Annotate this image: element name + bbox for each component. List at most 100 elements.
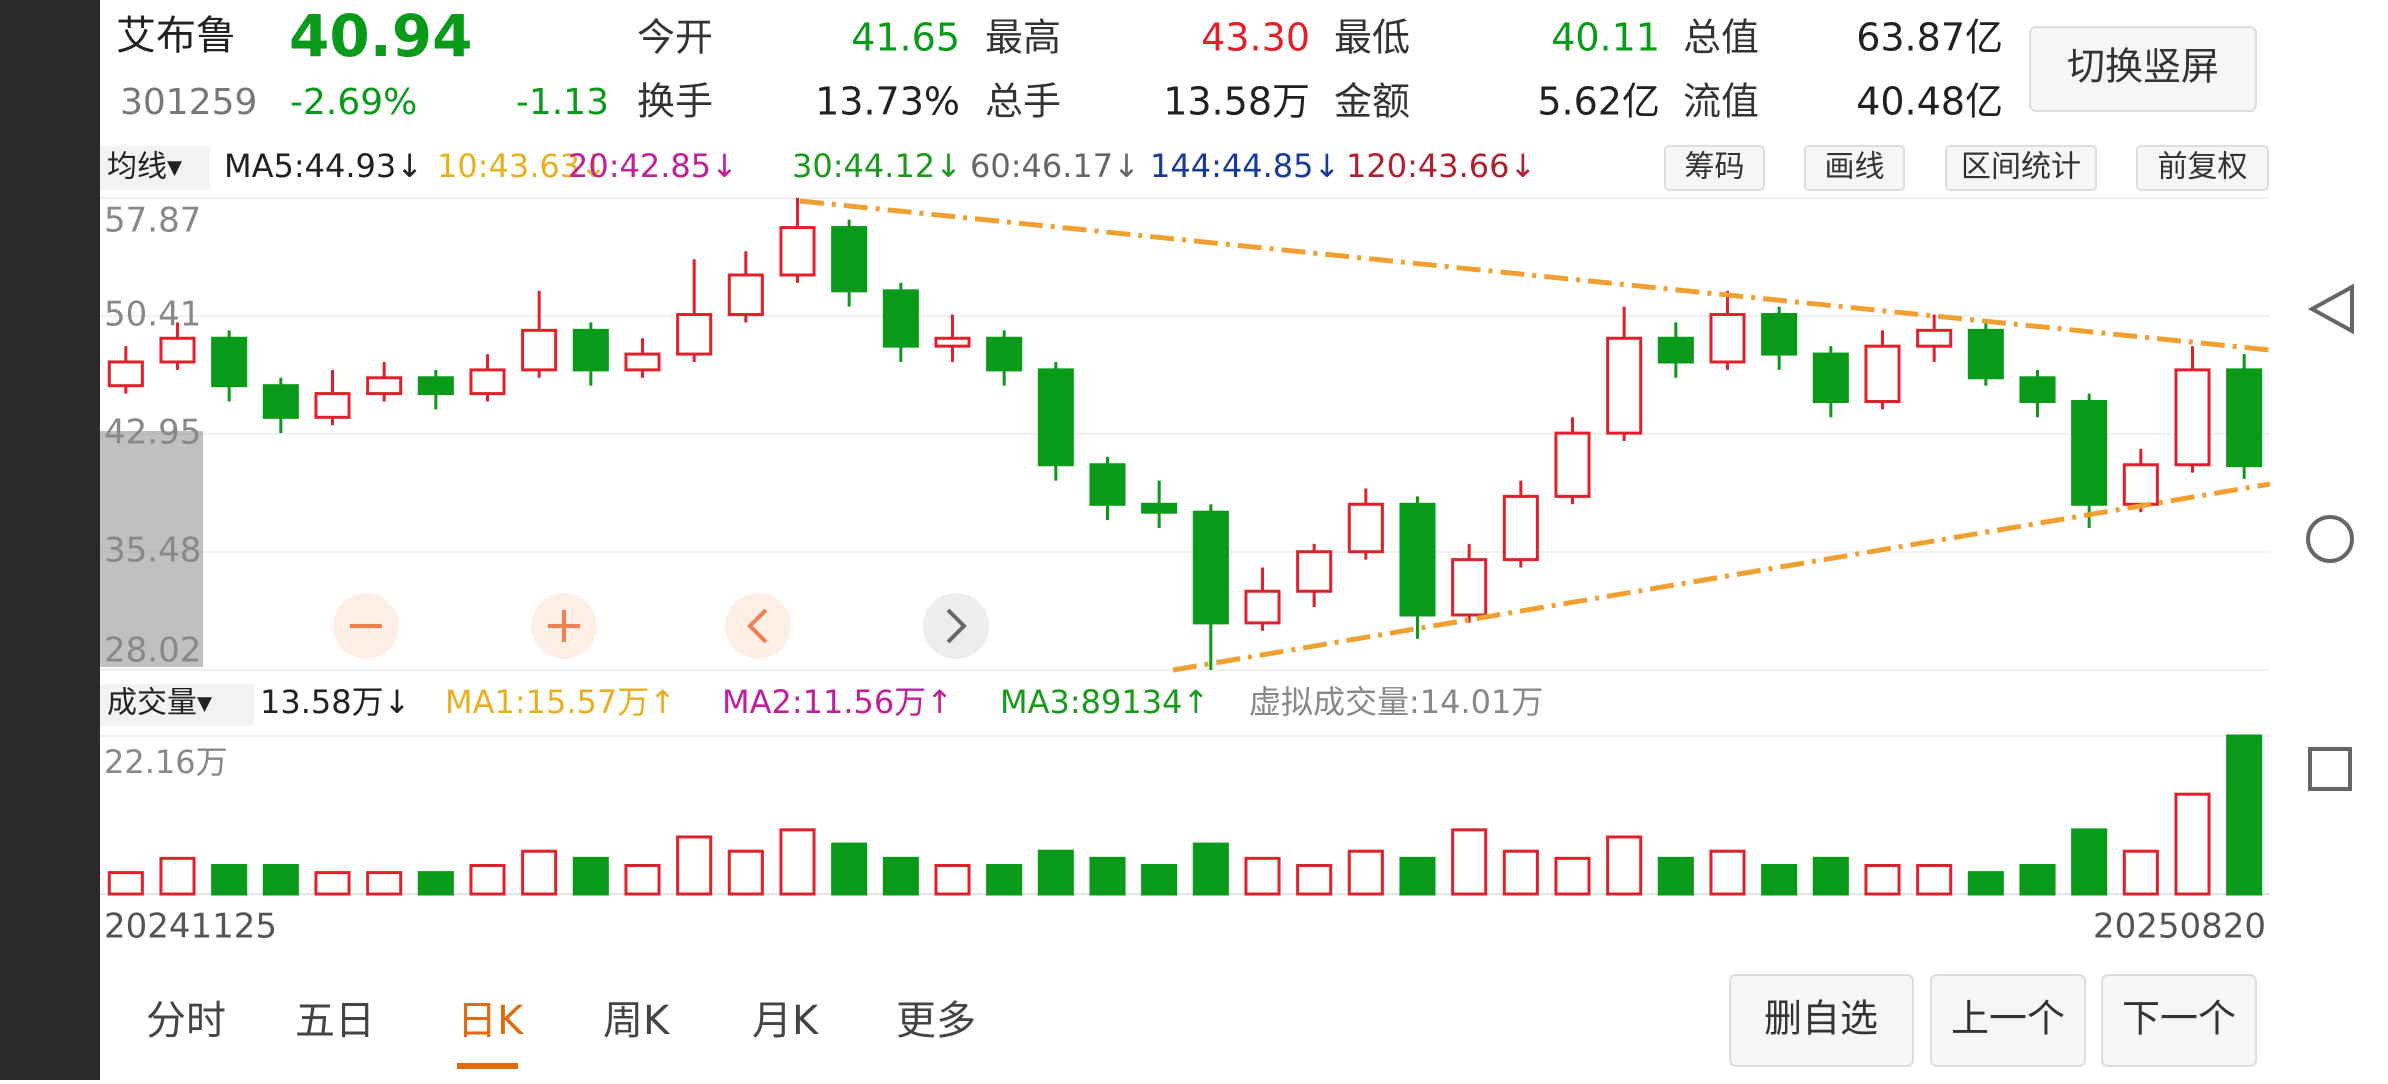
pan-right[interactable]: [923, 593, 989, 659]
candle-body: [1037, 368, 1074, 467]
nav-home[interactable]: [2306, 515, 2354, 563]
volume-bar: [107, 871, 144, 896]
tab[interactable]: 周K: [603, 998, 671, 1044]
label: 流值: [1683, 80, 1759, 124]
candle-body: [1606, 336, 1643, 435]
volume-bar: [1657, 856, 1694, 896]
nav-bar: [2270, 0, 2388, 1080]
candle-body: [107, 360, 144, 388]
volume-bar: [1502, 849, 1539, 896]
volume-bar: [676, 835, 713, 896]
label: 20:42.85↓: [568, 147, 738, 185]
rotate-button[interactable]: [2029, 26, 2257, 112]
volume-bar: [1451, 828, 1488, 896]
label: 28.02: [104, 631, 201, 671]
label: -1.13: [516, 82, 609, 123]
action-button[interactable]: [1930, 974, 2086, 1067]
candle-body: [211, 336, 248, 388]
volume-bar: [2122, 849, 2159, 896]
label: 10:43.63↓: [437, 147, 607, 185]
volume-bar: [1554, 856, 1591, 896]
ma-selector[interactable]: [100, 146, 210, 190]
candle-body: [882, 289, 919, 348]
action-button[interactable]: [1729, 974, 1914, 1067]
label: 换手: [637, 80, 713, 124]
volume-bar: [314, 871, 351, 896]
label: 筹码: [1685, 150, 1745, 185]
tab[interactable]: 五日: [295, 998, 375, 1044]
volume-bar: [831, 842, 868, 896]
tool-button[interactable]: [1804, 145, 1905, 191]
volume-bar: [1709, 849, 1746, 896]
label: 最高: [985, 16, 1061, 60]
candle-body: [1192, 510, 1229, 625]
label: 艾布鲁: [116, 13, 236, 59]
candle-body: [1451, 558, 1488, 617]
volume-bar: [1399, 856, 1436, 896]
candle-body: [676, 313, 713, 356]
label: 总手: [985, 80, 1061, 124]
volume-selector[interactable]: [100, 684, 254, 726]
volume-bar: [1347, 849, 1384, 896]
label: 57.87: [104, 201, 201, 241]
nav-recent[interactable]: [2308, 747, 2352, 791]
volume-bar: [1812, 856, 1849, 896]
candle-body: [2019, 376, 2056, 404]
label: 22.16万: [104, 743, 228, 781]
tool-button[interactable]: [2136, 145, 2269, 191]
tab[interactable]: 月K: [752, 998, 820, 1044]
zoom-controls: [333, 593, 989, 659]
volume-bar: [1606, 835, 1643, 896]
volume-bar: [2174, 792, 2211, 896]
candle-body: [469, 368, 506, 396]
label: 40.94: [289, 2, 472, 70]
volume-bar: [1037, 849, 1074, 896]
action-button[interactable]: [2101, 974, 2257, 1067]
pan-left[interactable]: [725, 593, 791, 659]
volume-bar: [986, 863, 1023, 896]
label: 13.58万: [1163, 80, 1310, 124]
label: 20241125: [104, 907, 277, 947]
volume-bar: [1864, 863, 1901, 896]
candle-body: [1089, 463, 1126, 506]
volume-bar: [779, 828, 816, 896]
label: MA2:11.56万↑: [722, 683, 953, 721]
nav-back[interactable]: [2307, 283, 2354, 335]
label: 5.62亿: [1537, 80, 1660, 124]
label: 最低: [1334, 16, 1410, 60]
tab[interactable]: 更多: [896, 998, 976, 1044]
candle-body: [417, 376, 454, 396]
label: 金额: [1334, 80, 1410, 124]
volume-bar: [934, 863, 971, 896]
volume-bar: [1244, 856, 1281, 896]
label: 今开: [637, 16, 713, 60]
candle-body: [1761, 313, 1798, 356]
scroll-handle[interactable]: [100, 431, 203, 667]
tool-button[interactable]: [1945, 145, 2097, 191]
candle-body: [1812, 352, 1849, 404]
label: 40.48亿: [1856, 80, 2003, 124]
candle-body: [934, 336, 971, 348]
candle-body: [1347, 502, 1384, 554]
candle-body: [366, 376, 403, 396]
tab[interactable]: 分时: [146, 998, 226, 1044]
label: 画线: [1825, 150, 1885, 185]
label: 43.30: [1201, 16, 1310, 60]
volume-bar: [882, 856, 919, 896]
candle-body: [2226, 368, 2263, 468]
label: 50.41: [104, 294, 201, 334]
volume-bar: [521, 849, 558, 896]
label: MA3:89134↑: [1000, 683, 1209, 721]
candle-body: [521, 328, 558, 372]
label: 40.11: [1551, 16, 1660, 60]
label: 60:46.17↓: [970, 147, 1140, 185]
candle-body: [986, 336, 1023, 372]
label: 301259: [120, 82, 257, 123]
volume-bar: [1296, 863, 1333, 896]
volume-bar: [469, 863, 506, 896]
tool-button[interactable]: [1664, 145, 1765, 191]
tab[interactable]: 日K: [457, 998, 525, 1044]
label: 成交量▾: [107, 686, 212, 721]
volume-bar: [2071, 828, 2108, 896]
